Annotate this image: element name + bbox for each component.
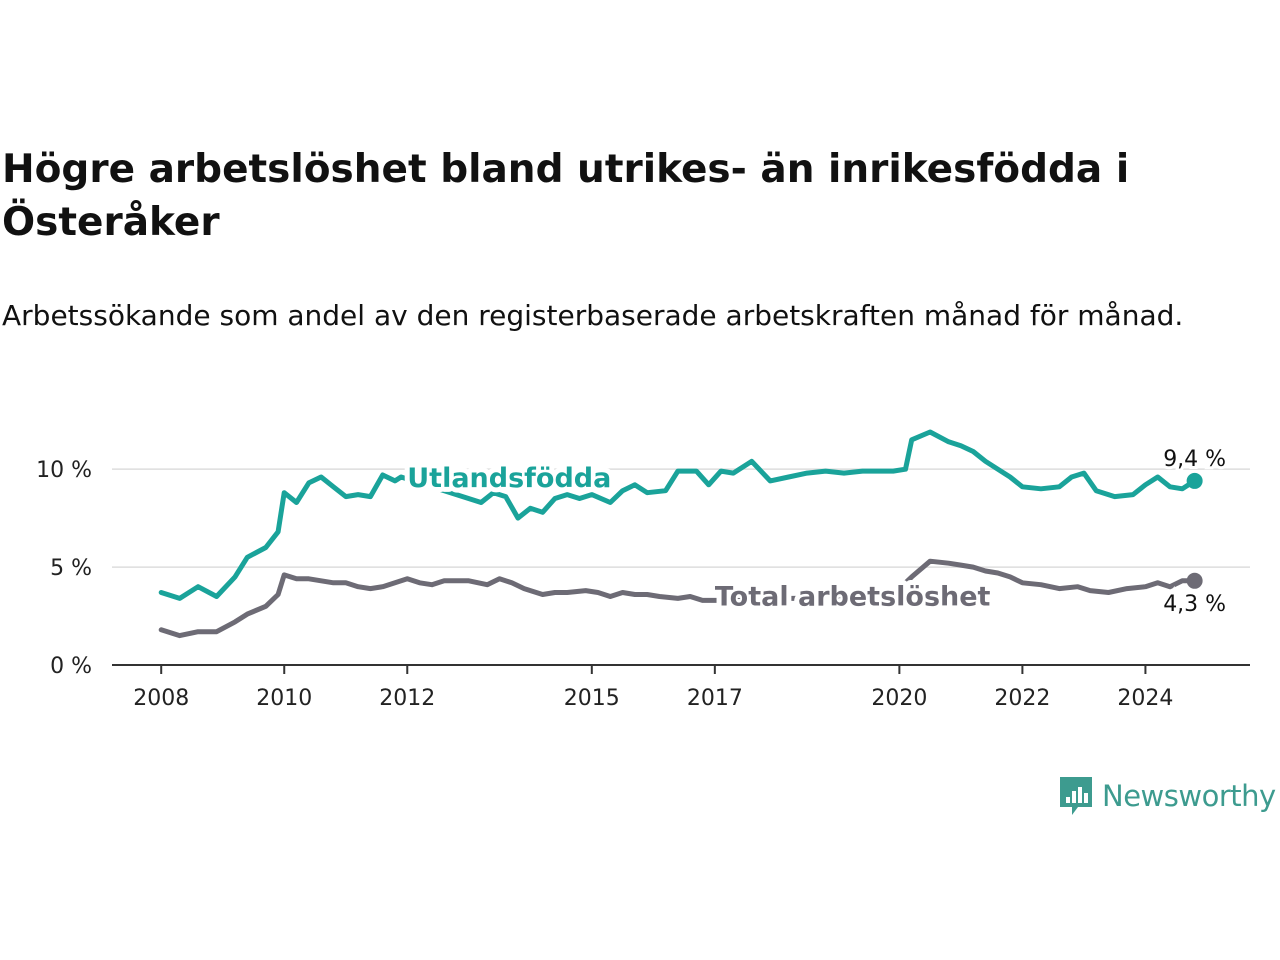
series-labels: Utlandsfödda Total arbetslöshet 9,4 % 4,3 % [402, 444, 1229, 620]
line-chart: 0 %5 %10 % 2008 2010 2012 2015 2017 2020 2022 2… [36, 429, 1250, 711]
y-tick-label: 10 % [36, 458, 92, 483]
chart-title: Högre arbetslöshet bland utrikes- än inr… [2, 147, 1130, 245]
x-tick-label: 2015 [564, 686, 620, 711]
series-line-utlandsfodda [158, 429, 1198, 601]
series-line-total [158, 558, 1198, 639]
end-label-utlandsfodda: 9,4 % [1163, 447, 1226, 472]
end-marker-utlandsfodda [1186, 472, 1203, 489]
newsworthy-logo-icon [1060, 777, 1092, 815]
gridlines: 0 % 5 % 10 % [36, 458, 1250, 679]
x-tick-label: 2020 [871, 686, 927, 711]
series-name-utlandsfodda: Utlandsfödda [407, 463, 611, 494]
x-tick-label: 2010 [256, 686, 312, 711]
brand-name: Newsworthy [1102, 779, 1276, 813]
series-lines [158, 429, 1203, 639]
end-marker-total [1186, 572, 1203, 589]
x-tick-label: 2022 [994, 686, 1050, 711]
x-tick-label: 2008 [133, 686, 189, 711]
y-tick-label: 5 % [50, 556, 92, 581]
y-tick-label: 0 % [50, 654, 92, 679]
chart-subtitle: Arbetssökande som andel av den registerb… [2, 299, 1184, 332]
newsworthy-brand[interactable]: Newsworthy [1058, 772, 1276, 820]
end-label-total: 4,3 % [1163, 592, 1226, 617]
x-tick-label: 2012 [379, 686, 435, 711]
x-axis: 2008 2010 2012 2015 2017 2020 2022 2024 [112, 664, 1250, 711]
x-tick-label: 2024 [1117, 686, 1173, 711]
series-name-total: Total arbetslöshet [715, 581, 991, 612]
x-tick-label: 2017 [687, 686, 743, 711]
